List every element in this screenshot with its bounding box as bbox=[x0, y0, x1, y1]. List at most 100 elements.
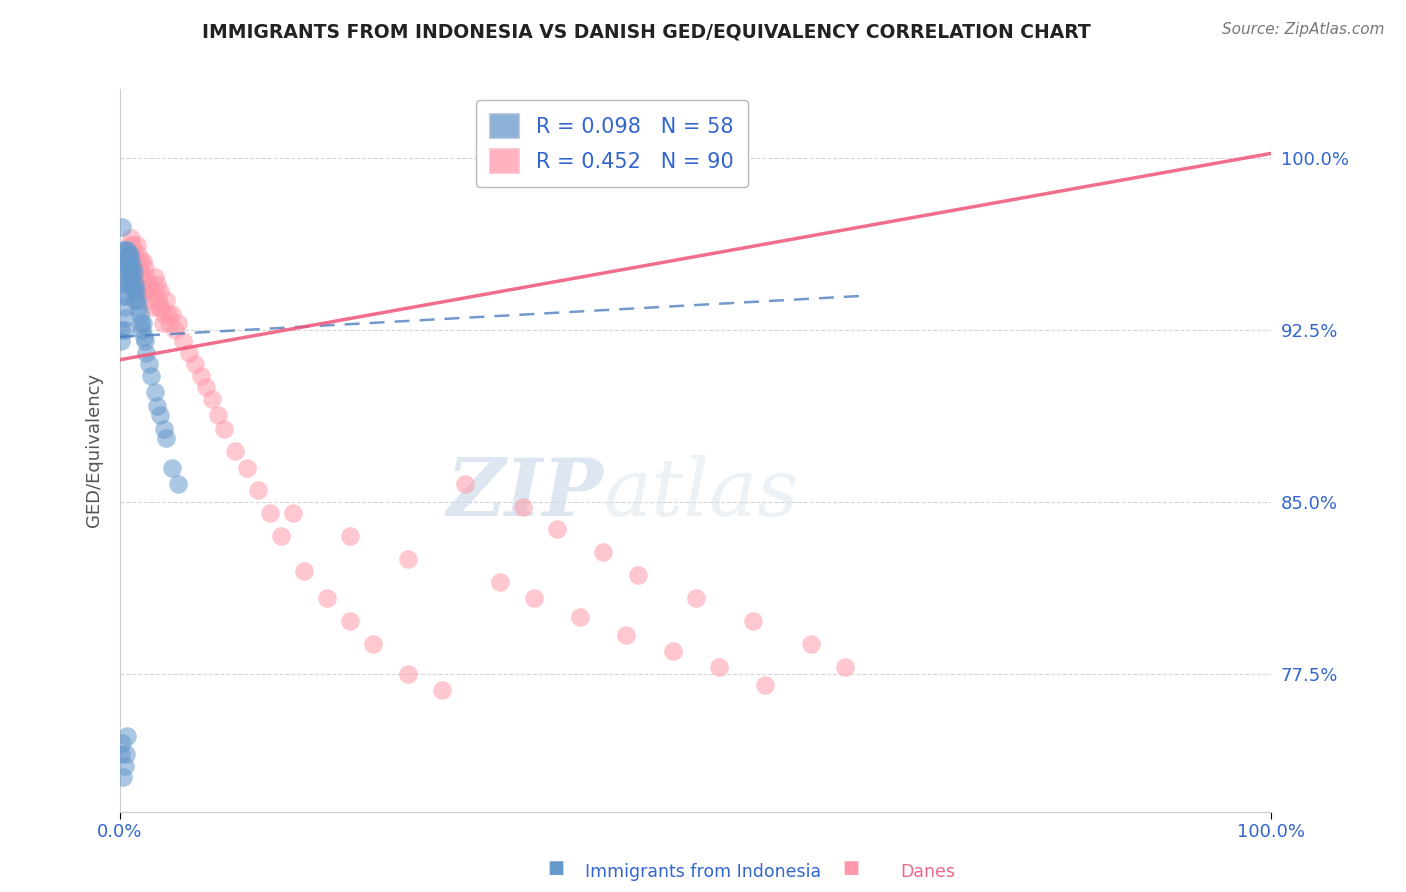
Point bbox=[121, 238, 143, 252]
Point bbox=[114, 277, 136, 291]
Point bbox=[134, 284, 156, 298]
Point bbox=[114, 288, 136, 302]
Point bbox=[146, 293, 169, 307]
Point bbox=[114, 270, 136, 285]
Point bbox=[195, 380, 218, 394]
Point bbox=[132, 316, 155, 330]
Point bbox=[121, 260, 143, 275]
Legend: R = 0.098   N = 58, R = 0.452   N = 90: R = 0.098 N = 58, R = 0.452 N = 90 bbox=[475, 100, 748, 187]
Point bbox=[800, 637, 823, 651]
Text: IMMIGRANTS FROM INDONESIA VS DANISH GED/EQUIVALENCY CORRELATION CHART: IMMIGRANTS FROM INDONESIA VS DANISH GED/… bbox=[202, 22, 1091, 41]
Point bbox=[235, 460, 257, 475]
Point bbox=[120, 247, 142, 261]
Point bbox=[120, 270, 142, 285]
Point bbox=[111, 736, 134, 750]
Point bbox=[120, 259, 142, 273]
Point bbox=[149, 408, 172, 422]
Point bbox=[122, 266, 145, 280]
Point bbox=[143, 284, 166, 298]
Point bbox=[339, 529, 361, 543]
Point bbox=[155, 293, 177, 307]
Point bbox=[157, 307, 180, 321]
Point bbox=[111, 243, 134, 257]
Point bbox=[122, 266, 145, 280]
Point bbox=[117, 254, 139, 268]
Point bbox=[152, 421, 174, 435]
Point bbox=[146, 399, 169, 413]
Point bbox=[111, 219, 134, 234]
Point bbox=[184, 357, 207, 371]
Point bbox=[155, 431, 177, 445]
Point bbox=[124, 270, 146, 285]
Point bbox=[138, 277, 160, 291]
Point bbox=[152, 316, 174, 330]
Point bbox=[125, 284, 148, 298]
Point bbox=[139, 293, 162, 307]
Point bbox=[361, 637, 384, 651]
Point bbox=[707, 660, 730, 674]
Point bbox=[120, 238, 142, 252]
Point bbox=[523, 591, 546, 606]
Point bbox=[177, 346, 200, 360]
Point bbox=[127, 247, 149, 261]
Point bbox=[143, 270, 166, 285]
Point bbox=[141, 300, 163, 314]
Point bbox=[224, 444, 246, 458]
Point bbox=[134, 334, 156, 349]
Point bbox=[127, 293, 149, 307]
Point bbox=[136, 284, 159, 298]
Point bbox=[128, 307, 150, 321]
Point bbox=[339, 614, 361, 628]
Point bbox=[172, 334, 194, 349]
Point bbox=[131, 323, 153, 337]
Point bbox=[118, 277, 141, 291]
Point bbox=[124, 254, 146, 268]
Point bbox=[627, 568, 650, 582]
Point bbox=[166, 476, 188, 491]
Point bbox=[165, 323, 187, 337]
Point bbox=[121, 231, 143, 245]
Point bbox=[134, 260, 156, 275]
Point bbox=[396, 667, 419, 681]
Point bbox=[432, 683, 454, 698]
Point bbox=[114, 747, 136, 761]
Point bbox=[661, 644, 683, 658]
Point bbox=[125, 260, 148, 275]
Point bbox=[190, 368, 212, 383]
Point bbox=[124, 277, 146, 291]
Point bbox=[122, 284, 145, 298]
Point bbox=[117, 277, 139, 291]
Point bbox=[152, 307, 174, 321]
Point bbox=[143, 384, 166, 399]
Point bbox=[132, 254, 155, 268]
Point bbox=[685, 591, 707, 606]
Point bbox=[512, 500, 534, 514]
Point bbox=[127, 266, 149, 280]
Point bbox=[139, 284, 162, 298]
Point bbox=[134, 277, 156, 291]
Point bbox=[292, 564, 315, 578]
Point bbox=[115, 266, 138, 280]
Point bbox=[207, 408, 229, 422]
Point bbox=[121, 270, 143, 285]
Point bbox=[127, 300, 149, 314]
Point bbox=[114, 311, 136, 326]
Point bbox=[122, 247, 145, 261]
Point bbox=[117, 270, 139, 285]
Point bbox=[127, 254, 149, 268]
Point bbox=[114, 300, 136, 314]
Point bbox=[114, 758, 136, 772]
Point bbox=[132, 270, 155, 285]
Point bbox=[139, 368, 162, 383]
Point bbox=[115, 729, 138, 743]
Point bbox=[259, 507, 281, 521]
Point bbox=[110, 334, 132, 349]
Y-axis label: GED/Equivalency: GED/Equivalency bbox=[86, 373, 103, 527]
Point bbox=[138, 357, 160, 371]
Point bbox=[127, 238, 149, 252]
Point bbox=[281, 507, 304, 521]
Point bbox=[118, 260, 141, 275]
Text: Danes: Danes bbox=[900, 863, 956, 881]
Point bbox=[834, 660, 856, 674]
Point bbox=[115, 243, 138, 257]
